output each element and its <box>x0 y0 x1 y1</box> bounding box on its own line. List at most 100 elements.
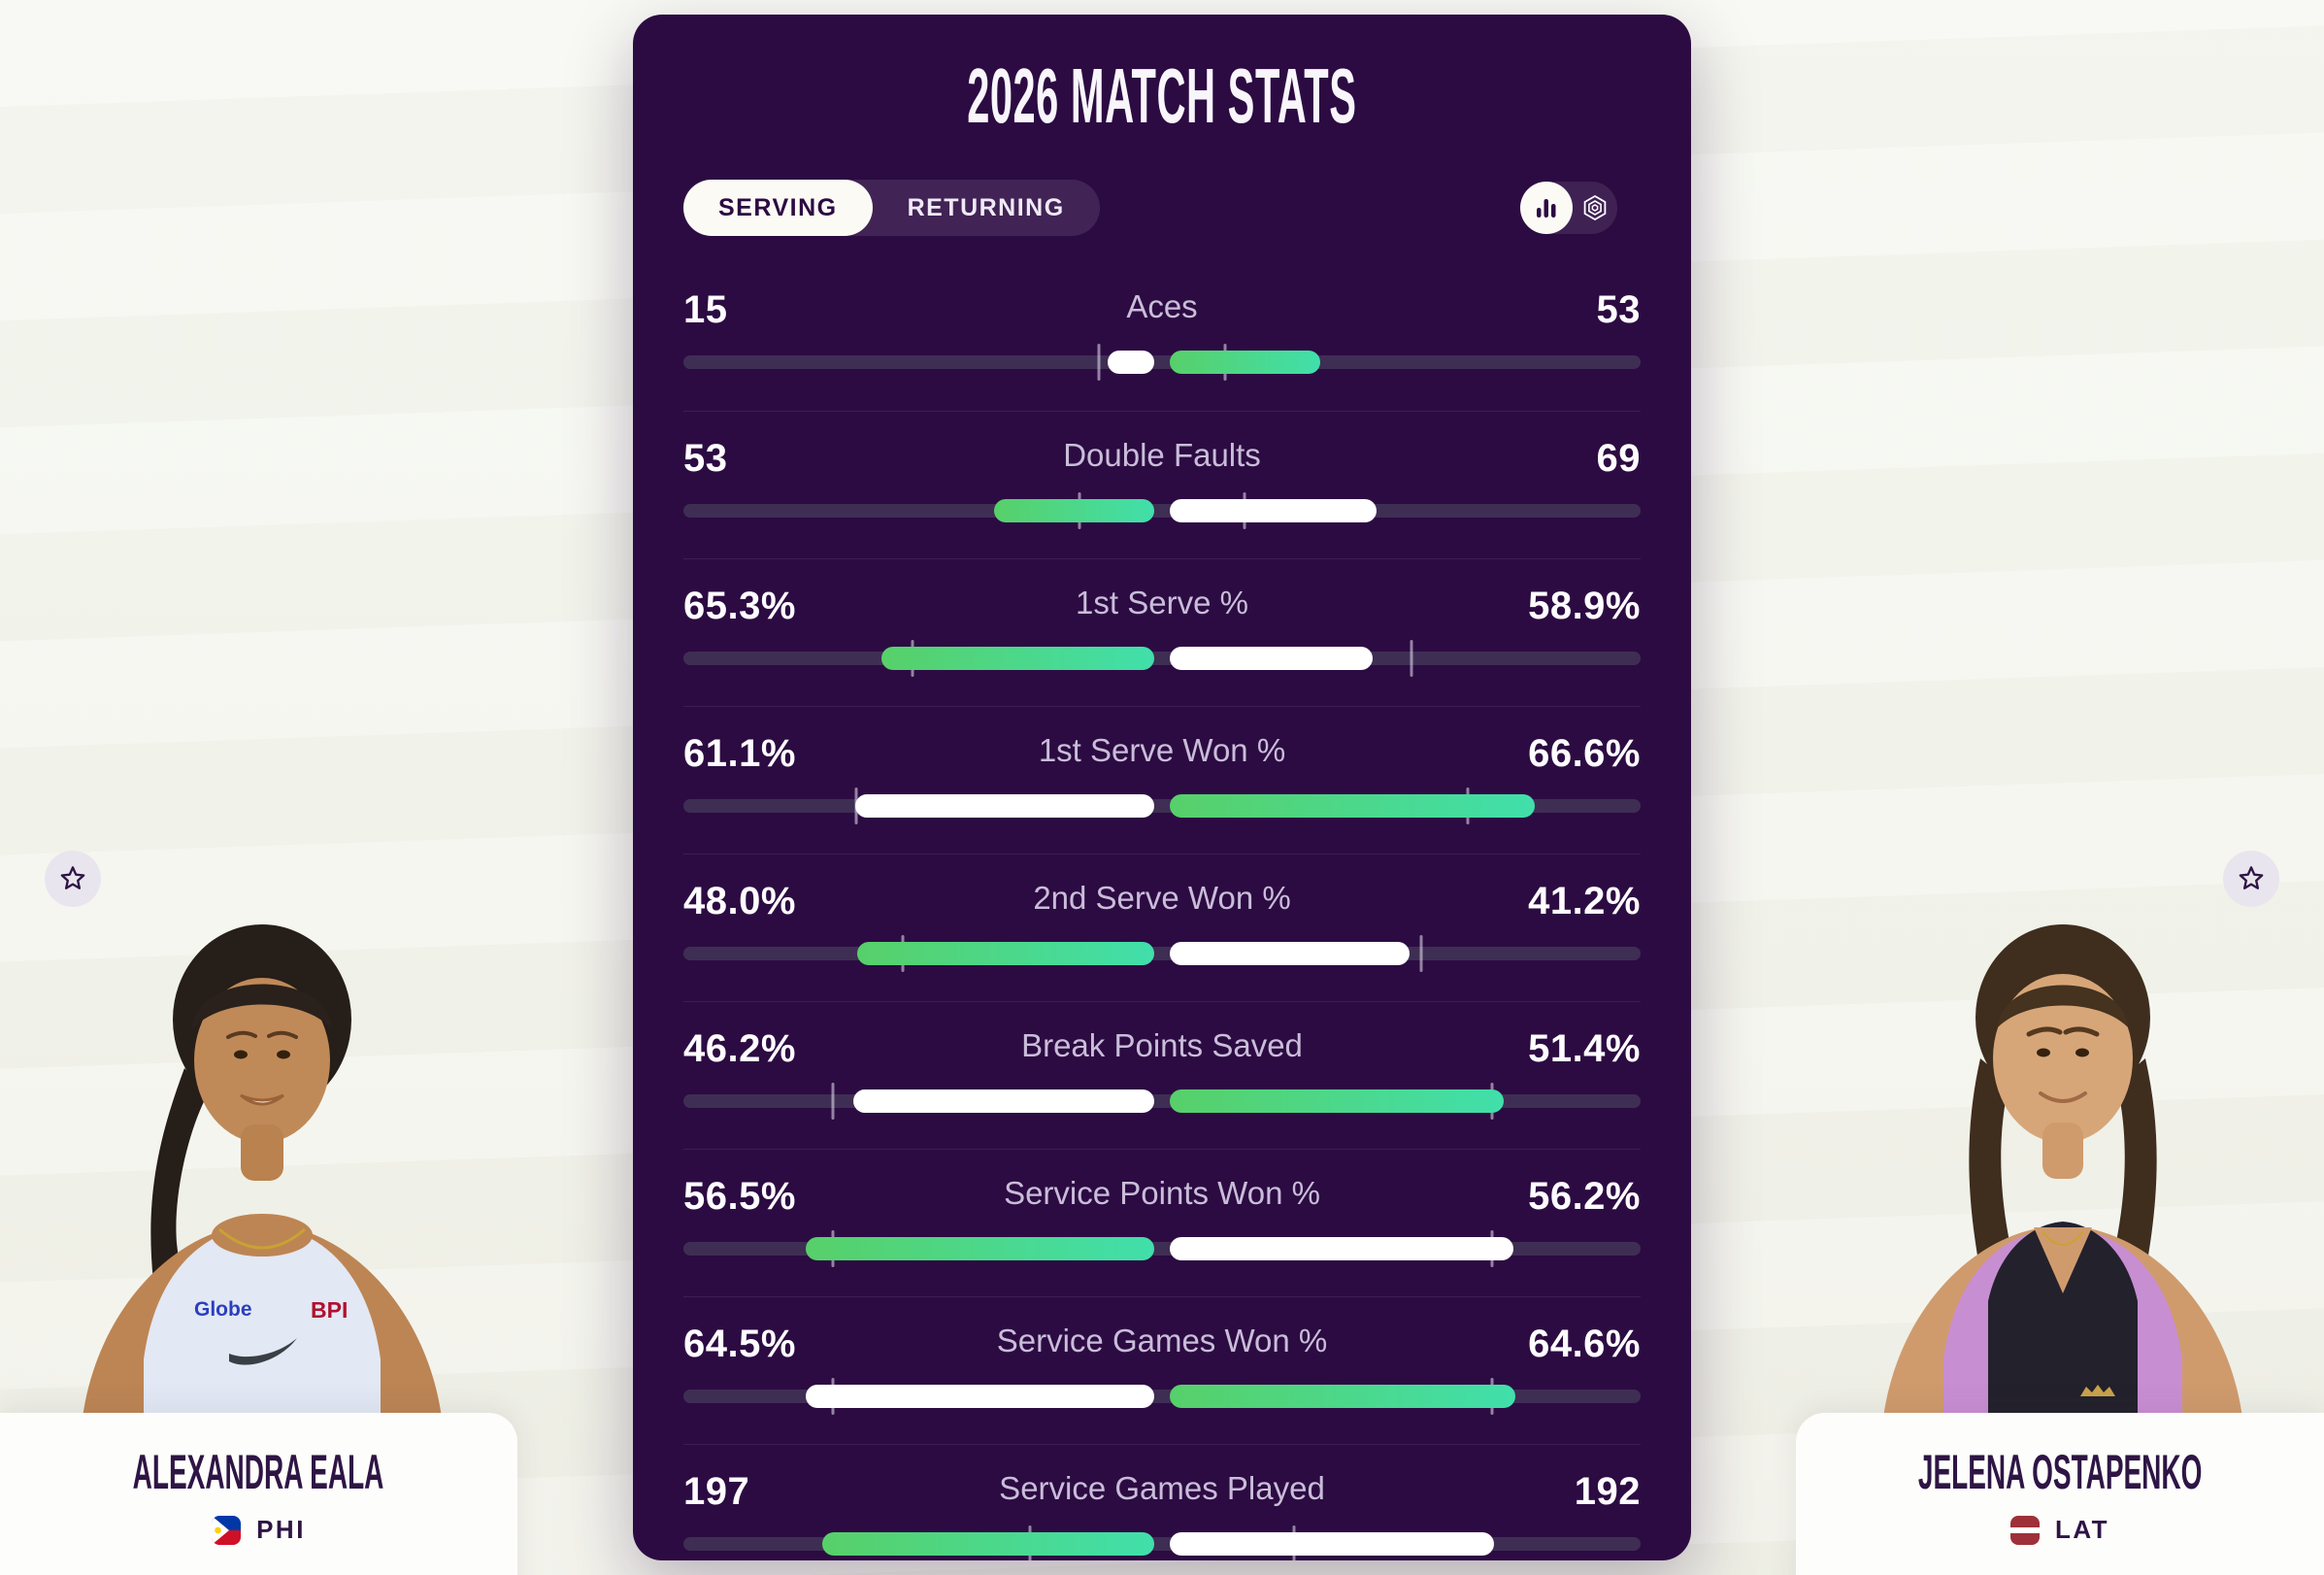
star-icon <box>60 866 85 889</box>
stat-value-right: 192 <box>1574 1470 1641 1513</box>
average-marker-left <box>1097 344 1101 381</box>
stat-row: 197 Service Games Played 192 <box>683 1444 1641 1560</box>
bar-fill-left <box>806 1385 1154 1408</box>
stat-label: Aces <box>1126 288 1198 324</box>
stat-row: 46.2% Break Points Saved 51.4% <box>683 1001 1641 1149</box>
stat-value-left: 15 <box>683 288 728 331</box>
match-stats-card: 2026 MATCH STATS SERVING RETURNING <box>633 15 1691 1560</box>
bar-track <box>683 355 1641 369</box>
bar-fill-right <box>1170 647 1373 670</box>
stat-value-right: 56.2% <box>1528 1175 1641 1218</box>
stat-row: 53 Double Faults 69 <box>683 411 1641 558</box>
bar-fill-right <box>1170 942 1411 965</box>
bar-fill-right <box>1170 1089 1505 1113</box>
svg-text:Globe: Globe <box>194 1298 252 1321</box>
stat-comparison-bar <box>683 1374 1641 1419</box>
bar-fill-left <box>994 499 1154 522</box>
stat-value-left: 48.0% <box>683 880 796 922</box>
stat-value-right: 58.9% <box>1528 585 1641 627</box>
bar-fill-right <box>1170 1532 1494 1556</box>
bar-fill-left <box>806 1237 1154 1260</box>
stat-label: 1st Serve % <box>1076 585 1248 620</box>
bar-fill-left <box>855 794 1154 818</box>
stat-comparison-bar <box>683 636 1641 681</box>
stats-controls: SERVING RETURNING <box>683 180 1641 236</box>
radar-chart-view-button[interactable] <box>1573 182 1617 234</box>
stat-value-right: 51.4% <box>1528 1027 1641 1070</box>
bar-fill-left <box>880 647 1154 670</box>
bar-chart-view-button[interactable] <box>1520 182 1573 234</box>
player-name-left: ALEXANDRA EALA <box>133 1445 384 1499</box>
bar-chart-icon <box>1537 199 1556 218</box>
stat-value-left: 197 <box>683 1470 750 1513</box>
phi-flag-icon <box>212 1515 242 1545</box>
stat-row: 15 Aces 53 <box>683 263 1641 411</box>
stat-value-left: 56.5% <box>683 1175 796 1218</box>
bar-fill-left <box>852 1089 1154 1113</box>
stat-label: Service Games Won % <box>996 1323 1328 1358</box>
stats-list: 15 Aces 53 53 Double Faults 69 <box>683 263 1641 1560</box>
bar-fill-right <box>1170 499 1378 522</box>
stat-value-right: 41.2% <box>1528 880 1641 922</box>
stat-comparison-bar <box>683 488 1641 533</box>
stat-label: 1st Serve Won % <box>1038 732 1286 768</box>
bar-track <box>683 504 1641 518</box>
stat-comparison-bar <box>683 1522 1641 1560</box>
player-card-left: ALEXANDRA EALA PHI <box>0 1413 517 1575</box>
stat-comparison-bar <box>683 340 1641 385</box>
stat-comparison-bar <box>683 931 1641 976</box>
favorite-player-left-button[interactable] <box>45 851 101 907</box>
stat-value-left: 46.2% <box>683 1027 796 1070</box>
stat-value-left: 53 <box>683 437 728 480</box>
player-name-right: JELENA OSTAPENKO <box>1917 1445 2203 1499</box>
country-code-left: PHI <box>256 1515 306 1544</box>
bar-fill-right <box>1170 351 1321 374</box>
favorite-player-right-button[interactable] <box>2223 851 2279 907</box>
stat-value-left: 65.3% <box>683 585 796 627</box>
tab-returning[interactable]: RETURNING <box>873 180 1100 236</box>
stat-value-right: 64.6% <box>1528 1323 1641 1365</box>
chart-view-toggle <box>1520 182 1617 234</box>
stat-value-left: 61.1% <box>683 732 796 775</box>
stat-value-right: 66.6% <box>1528 732 1641 775</box>
stat-comparison-bar <box>683 1226 1641 1271</box>
stat-row: 64.5% Service Games Won % 64.6% <box>683 1296 1641 1444</box>
player-card-right: JELENA OSTAPENKO LAT <box>1796 1413 2324 1575</box>
stat-label: Double Faults <box>1063 437 1261 473</box>
bar-track <box>683 947 1641 960</box>
stat-row: 56.5% Service Points Won % 56.2% <box>683 1149 1641 1296</box>
radar-chart-icon <box>1583 194 1607 221</box>
stat-value-right: 53 <box>1596 288 1641 331</box>
bar-fill-right <box>1170 1385 1516 1408</box>
average-marker-right <box>1410 640 1413 677</box>
stat-comparison-bar <box>683 1079 1641 1123</box>
tab-serving[interactable]: SERVING <box>683 180 873 236</box>
stat-comparison-bar <box>683 784 1641 828</box>
lat-flag-icon <box>2009 1515 2040 1545</box>
stats-title: 2026 MATCH STATS <box>967 52 1357 139</box>
stat-label: 2nd Serve Won % <box>1033 880 1291 916</box>
player-country-right: LAT <box>2009 1515 2110 1545</box>
bar-fill-left <box>1107 351 1154 374</box>
star-icon <box>2239 866 2264 889</box>
bar-fill-left <box>857 942 1154 965</box>
stat-label: Service Points Won % <box>1004 1175 1320 1211</box>
country-code-right: LAT <box>2054 1515 2110 1544</box>
bar-fill-right <box>1170 1237 1514 1260</box>
average-marker-left <box>831 1083 834 1120</box>
stat-row: 61.1% 1st Serve Won % 66.6% <box>683 706 1641 854</box>
player-country-left: PHI <box>212 1515 306 1545</box>
bar-fill-right <box>1170 794 1535 818</box>
average-marker-right <box>1419 935 1423 972</box>
svg-text:BPI: BPI <box>311 1297 348 1323</box>
stat-row: 48.0% 2nd Serve Won % 41.2% <box>683 854 1641 1001</box>
stat-label: Break Points Saved <box>1021 1027 1303 1063</box>
stat-value-right: 69 <box>1596 437 1641 480</box>
bar-track <box>683 652 1641 665</box>
stat-label: Service Games Played <box>999 1470 1325 1506</box>
stat-value-left: 64.5% <box>683 1323 796 1365</box>
bar-fill-left <box>822 1532 1154 1556</box>
serving-returning-tabs: SERVING RETURNING <box>683 180 1100 236</box>
stat-row: 65.3% 1st Serve % 58.9% <box>683 558 1641 706</box>
